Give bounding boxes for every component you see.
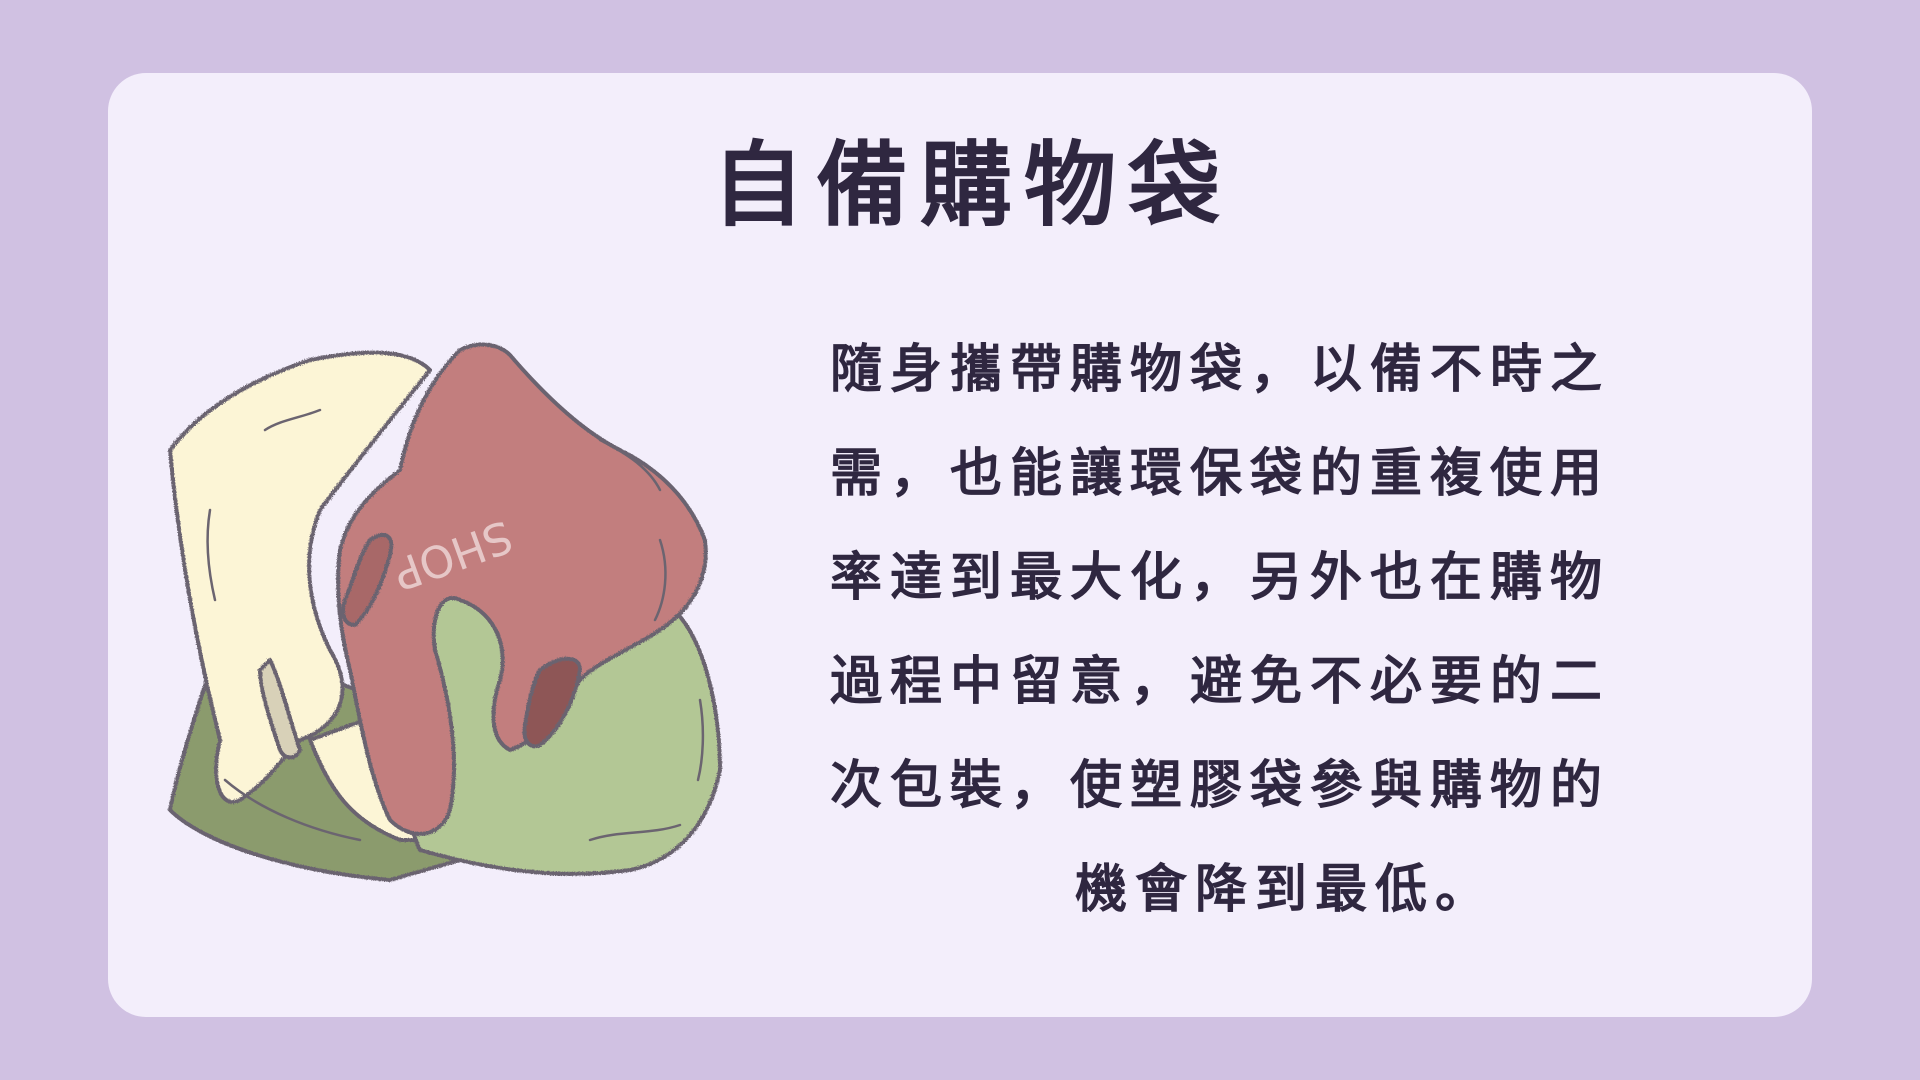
shopping-bags-illustration: SHOP bbox=[160, 340, 730, 900]
body-line: 機會降到最低。 bbox=[1074, 860, 1495, 920]
body-line: 次包裝，使塑膠袋參與購物的 bbox=[830, 756, 1611, 816]
body-line: 隨身攜帶購物袋，以備不時之 bbox=[830, 340, 1611, 400]
shopping-bags-icon: SHOP bbox=[168, 342, 722, 882]
body-line: 率達到最大化，另外也在購物 bbox=[830, 548, 1611, 608]
page-title: 自備購物袋 bbox=[711, 132, 1232, 239]
body-paragraph: 隨身攜帶購物袋，以備不時之 需，也能讓環保袋的重複使用 率達到最大化，另外也在購… bbox=[830, 318, 1710, 942]
body-line: 過程中留意，避免不必要的二 bbox=[830, 652, 1611, 712]
body-line: 需，也能讓環保袋的重複使用 bbox=[830, 444, 1611, 504]
